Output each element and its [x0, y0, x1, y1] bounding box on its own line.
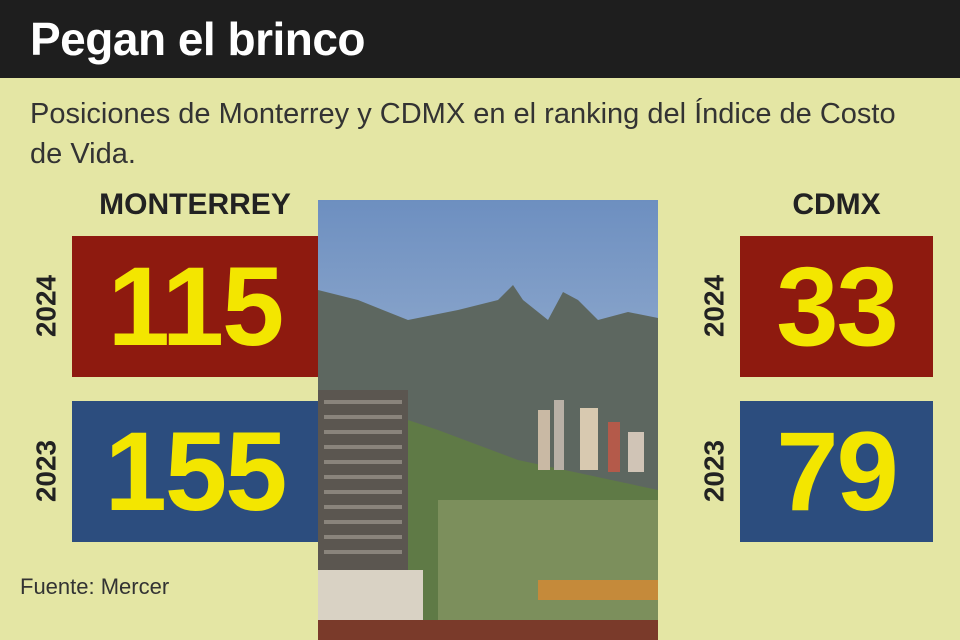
- rank-box: 155: [72, 401, 318, 542]
- rank-value: 155: [104, 408, 288, 534]
- year-label: 2024: [30, 274, 62, 338]
- year-label: 2023: [30, 439, 62, 503]
- city-name: MONTERREY: [99, 188, 291, 221]
- title: Pegan el brinco: [30, 13, 366, 65]
- rank-box: 33: [740, 236, 933, 377]
- year-label: 2023: [698, 439, 730, 503]
- rank-box: 79: [740, 401, 933, 542]
- photo: [318, 200, 658, 640]
- year-label: 2024: [698, 274, 730, 338]
- rank-value: 79: [776, 408, 899, 534]
- city-name: CDMX: [792, 188, 881, 221]
- rank-value: 115: [107, 243, 285, 369]
- source: Fuente: Mercer: [20, 574, 170, 599]
- rank-value: 33: [776, 243, 899, 369]
- subtitle: Posiciones de Monterrey y CDMX en el ran…: [30, 98, 896, 170]
- rank-box: 115: [72, 236, 318, 377]
- header: Pegan el brinco: [0, 0, 960, 78]
